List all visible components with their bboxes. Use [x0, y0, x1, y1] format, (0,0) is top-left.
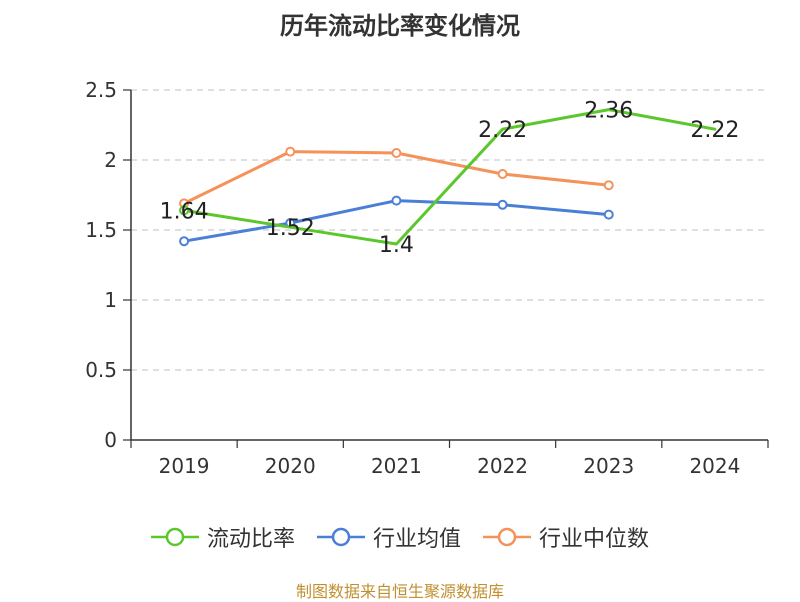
data-point [179, 236, 190, 247]
legend-label: 流动比率 [206, 527, 295, 552]
y-tick-label: 1.5 [85, 218, 117, 242]
data-point [391, 195, 402, 206]
x-tick-label: 2023 [583, 454, 634, 478]
legend-item-industry-mean[interactable]: 行业均值 [316, 521, 461, 553]
legend-line-icon [150, 527, 199, 547]
data-label: 2.36 [584, 99, 633, 124]
legend[interactable]: 流动比率 行业均值 行业中位数 [0, 520, 800, 554]
data-point [603, 180, 614, 191]
legend-line-icon [483, 527, 531, 547]
x-tick-label: 2024 [689, 454, 740, 478]
y-tick-label: 1 [104, 288, 117, 312]
data-label: 2.22 [690, 118, 739, 143]
data-label: 1.52 [266, 216, 315, 241]
data-label: 1.64 [160, 199, 209, 224]
legend-item-current-ratio[interactable]: 流动比率 [150, 521, 295, 553]
data-point [497, 199, 508, 210]
legend-item-industry-median[interactable]: 行业中位数 [483, 521, 649, 553]
data-label: 2.22 [478, 118, 527, 143]
y-tick-label: 0.5 [85, 358, 117, 382]
data-label: 1.4 [379, 233, 414, 258]
legend-line-icon [316, 527, 365, 547]
legend-label: 行业中位数 [539, 527, 650, 552]
data-point [603, 209, 614, 220]
data-point [285, 146, 296, 157]
chart-title: 历年流动比率变化情况 [280, 12, 520, 40]
y-tick-label: 2.5 [85, 78, 117, 102]
data-source-note: 制图数据来自恒生聚源数据库 [295, 582, 504, 601]
series-lines [179, 108, 717, 247]
data-point [179, 205, 190, 216]
x-tick-label: 2020 [265, 454, 316, 478]
legend-label: 行业均值 [372, 527, 461, 552]
x-tick-label: 2021 [371, 454, 422, 478]
data-labels: 1.64 1.52 1.4 2.22 2.36 2.22 [160, 99, 740, 258]
data-point [391, 148, 402, 158]
data-point [497, 169, 508, 179]
y-tick-label: 0 [104, 428, 117, 452]
series-line [182, 108, 717, 246]
y-tick-label: 2 [104, 148, 117, 172]
x-tick-label: 2019 [159, 454, 210, 478]
grid-lines [131, 89, 768, 371]
x-tick-label: 2022 [477, 454, 528, 478]
